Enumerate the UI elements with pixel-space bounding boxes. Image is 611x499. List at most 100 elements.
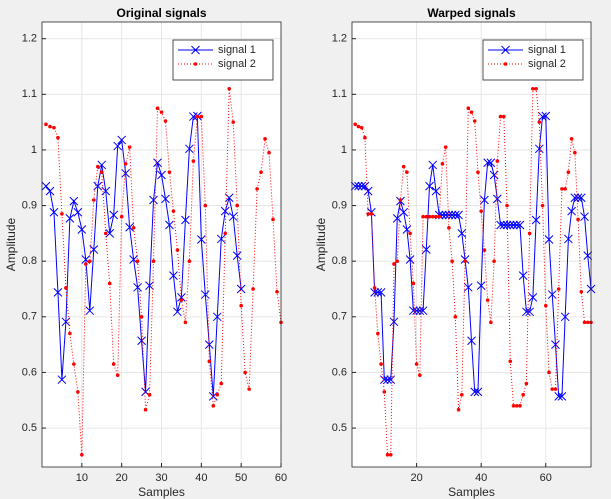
x-tick-label: 30 — [155, 472, 167, 484]
marker — [430, 214, 435, 219]
marker — [56, 135, 60, 140]
marker — [482, 248, 487, 252]
marker — [518, 404, 522, 408]
marker — [454, 210, 463, 220]
marker — [64, 286, 68, 290]
marker — [528, 292, 538, 302]
y-tick-label: 1.1 — [332, 88, 347, 100]
marker — [525, 307, 534, 317]
marker — [354, 181, 363, 191]
x-tick-label: 60 — [540, 472, 552, 484]
marker — [212, 312, 222, 322]
marker — [418, 306, 428, 316]
marker — [191, 159, 196, 163]
marker — [469, 110, 474, 114]
marker — [501, 114, 506, 119]
marker — [153, 158, 162, 168]
y-tick-label: 0.9 — [332, 199, 347, 211]
marker — [379, 362, 383, 366]
marker — [405, 170, 409, 174]
marker — [521, 392, 525, 397]
marker — [480, 195, 489, 205]
marker — [395, 259, 400, 263]
marker — [181, 215, 190, 225]
marker — [137, 336, 146, 346]
marker — [405, 255, 415, 264]
marker — [44, 122, 48, 127]
axes: 0.5 0.6 0.7 0.8 0.9 1 1.1 1.2 10 20 30 40 50 60 Origin… — [4, 6, 287, 499]
marker — [398, 198, 403, 202]
marker — [424, 214, 429, 219]
marker — [503, 62, 508, 66]
marker — [557, 392, 567, 401]
y-tick-label: 0.5 — [22, 422, 37, 434]
y-tick-label: 0.6 — [22, 366, 37, 378]
marker — [163, 119, 168, 123]
marker — [77, 225, 87, 234]
marker — [85, 306, 95, 316]
marker — [80, 452, 84, 457]
marker — [73, 207, 83, 217]
marker — [505, 220, 515, 230]
marker — [453, 315, 458, 319]
marker — [564, 234, 573, 244]
marker — [149, 195, 158, 205]
marker — [189, 112, 198, 121]
marker — [583, 251, 593, 260]
marker — [370, 287, 379, 297]
marker — [121, 168, 131, 178]
marker — [472, 119, 477, 123]
marker — [460, 392, 464, 397]
marker — [255, 187, 259, 191]
marker — [157, 170, 166, 180]
series-line — [355, 115, 592, 397]
marker — [476, 281, 486, 291]
x-tick-label: 20 — [116, 472, 128, 484]
y-axis-label: Amplitude — [4, 218, 18, 272]
marker — [434, 214, 438, 219]
marker — [191, 45, 200, 55]
marker — [57, 375, 67, 385]
marker — [159, 110, 164, 114]
marker — [173, 307, 182, 317]
y-tick-label: 1.1 — [22, 88, 37, 100]
marker — [145, 281, 154, 291]
marker — [49, 207, 59, 217]
marker — [236, 284, 246, 294]
y-tick-label: 0.6 — [332, 366, 347, 378]
marker — [376, 287, 386, 297]
marker — [496, 220, 505, 230]
marker — [483, 158, 493, 168]
legend-label: signal 2 — [528, 58, 566, 70]
marker — [228, 212, 238, 222]
marker — [479, 209, 483, 213]
x-axis-label: Samples — [448, 485, 495, 499]
marker — [199, 114, 204, 119]
x-tick-label: 40 — [195, 472, 207, 484]
marker — [550, 387, 555, 391]
marker — [440, 162, 445, 166]
marker — [489, 320, 493, 325]
marker — [179, 298, 184, 302]
marker — [165, 220, 174, 230]
marker — [376, 331, 380, 336]
marker — [52, 125, 56, 130]
marker — [207, 359, 212, 364]
marker — [447, 210, 457, 220]
marker — [538, 112, 547, 121]
marker — [115, 373, 120, 378]
marker — [109, 210, 119, 220]
marker — [486, 158, 496, 168]
marker — [167, 170, 172, 174]
marker — [414, 362, 419, 366]
marker — [195, 114, 200, 119]
marker — [501, 45, 510, 55]
marker — [511, 404, 516, 408]
marker — [547, 290, 557, 299]
marker — [470, 387, 480, 397]
marker — [363, 135, 367, 140]
marker — [88, 259, 92, 263]
marker — [72, 362, 76, 366]
marker — [111, 362, 116, 366]
marker — [540, 203, 545, 208]
